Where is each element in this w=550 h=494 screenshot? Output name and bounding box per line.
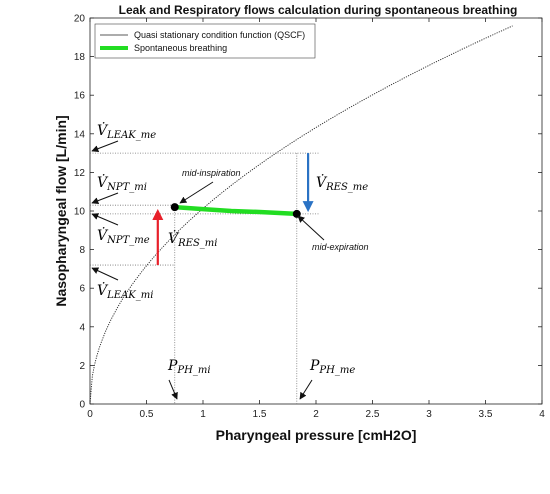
x-tick-label: 2.5 [366, 409, 380, 420]
point-mid-expiration [292, 209, 301, 218]
svg-text:V̇RES_me: V̇RES_me [316, 173, 368, 193]
symbol-p-ph-mi: PPH_mi [167, 358, 211, 376]
legend-label-qscf: Quasi stationary condition function (QSC… [134, 30, 305, 40]
npt-me-pointer-arrow [91, 213, 119, 226]
tick-layer: 0 0.5 1 1.5 2 2.5 3 3.5 4 0 2 4 6 8 10 12 14 16 18 20 [74, 14, 545, 421]
series-line-qscf [89, 25, 513, 405]
x-tick-label: 3.5 [479, 409, 493, 420]
leak-mi-pointer-arrow [91, 267, 119, 281]
y-tick-label: 2 [79, 361, 85, 372]
symbol-v-leak-mi: V̇LEAK_mi [97, 281, 153, 301]
svg-text:V̇RES_mi: V̇RES_mi [168, 229, 218, 249]
x-tick-label: 0 [87, 409, 93, 420]
flow-arrows [152, 153, 314, 266]
y-tick-label: 14 [74, 129, 86, 140]
svg-text:PPH_mi: PPH_mi [167, 358, 211, 376]
x-tick-label: 1.5 [253, 409, 267, 420]
svg-text:V̇LEAK_mi: V̇LEAK_mi [97, 281, 153, 301]
x-tick-label: 1 [200, 409, 206, 420]
y-tick-label: 16 [74, 91, 86, 102]
annotation-mid-expiration: mid-expiration [312, 242, 369, 252]
legend-label-breathing: Spontaneous breathing [134, 43, 227, 53]
svg-text:V̇NPT_mi: V̇NPT_mi [97, 173, 147, 193]
svg-text:V̇LEAK_me: V̇LEAK_me [97, 121, 156, 141]
annotation-arrow-mid-expiration [297, 215, 325, 241]
npt-mi-pointer-arrow [91, 192, 119, 205]
y-tick-label: 10 [74, 207, 86, 218]
y-tick-label: 6 [79, 284, 85, 295]
series-line-spontaneous-breathing [172, 204, 300, 217]
legend-box [94, 23, 316, 59]
symbol-p-ph-me: PPH_me [309, 358, 355, 376]
y-tick-label: 12 [74, 168, 86, 179]
annotation-arrow-mid-inspiration [179, 181, 214, 204]
x-tick-label: 4 [539, 409, 545, 420]
p-ph-me-pointer-arrow [299, 379, 313, 400]
svg-text:V̇NPT_me: V̇NPT_me [97, 226, 150, 246]
annotation-mid-inspiration: mid-inspiration [182, 168, 241, 178]
y-tick-label: 0 [79, 400, 85, 411]
symbol-v-res-me: V̇RES_me [316, 173, 368, 193]
y-tick-label: 18 [74, 52, 86, 63]
y-tick-label: 4 [79, 322, 85, 333]
legend: Quasi stationary condition function (QSC… [94, 23, 316, 59]
symbol-v-npt-mi: V̇NPT_mi [97, 173, 147, 193]
chart-title: Leak and Respiratory flows calculation d… [119, 3, 518, 17]
x-tick-label: 2 [313, 409, 319, 420]
leak-me-pointer-arrow [91, 140, 119, 153]
p-ph-mi-pointer-arrow [168, 379, 178, 400]
series-layer [89, 25, 513, 405]
x-axis-label: Pharyngeal pressure [cmH2O] [216, 427, 417, 443]
symbol-v-npt-me: V̇NPT_me [97, 226, 150, 246]
symbol-v-res-mi: V̇RES_mi [168, 229, 218, 249]
y-tick-label: 20 [74, 14, 86, 25]
point-mid-inspiration [170, 203, 179, 212]
svg-text:PPH_me: PPH_me [309, 358, 355, 376]
y-axis-label: Nasopharyngeal flow [L/min] [53, 115, 69, 306]
symbol-v-leak-me: V̇LEAK_me [97, 121, 156, 141]
plot-area-frame [89, 17, 543, 405]
x-tick-label: 3 [426, 409, 432, 420]
y-tick-label: 8 [79, 245, 85, 256]
x-tick-label: 0.5 [140, 409, 154, 420]
